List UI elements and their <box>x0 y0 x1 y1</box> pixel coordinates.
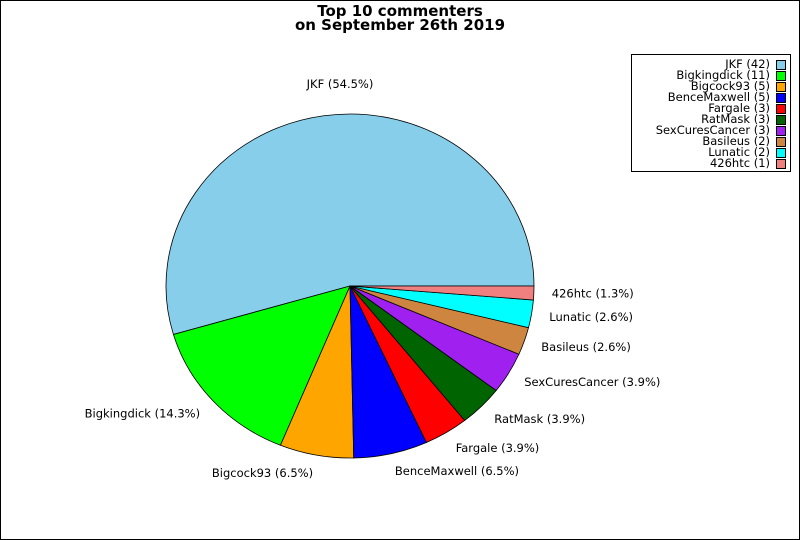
legend-item-426htc: 426htc (1) <box>709 156 786 170</box>
legend-swatch <box>776 125 786 136</box>
legend-item-bigcock93: Bigcock93 (5) <box>690 79 786 93</box>
legend-item-fargale: Fargale (3) <box>708 101 786 115</box>
legend-swatch <box>776 136 786 147</box>
legend-item-bigkingdick: Bigkingdick (11) <box>676 68 786 82</box>
slice-label-basileus: Basileus (2.6%) <box>541 340 631 354</box>
legend-swatch <box>776 59 786 70</box>
slice-label-bencemaxwell: BenceMaxwell (6.5%) <box>395 464 519 478</box>
legend-label: Bigcock93 (5) <box>690 79 770 93</box>
legend-swatch <box>776 114 786 125</box>
legend-label: RatMask (3) <box>701 112 770 126</box>
legend-item-jkf: JKF (42) <box>725 57 786 71</box>
legend-label: Lunatic (2) <box>708 145 770 159</box>
legend-item-bencemaxwell: BenceMaxwell (5) <box>667 90 786 104</box>
slice-label-sexcurescancer: SexCuresCancer (3.9%) <box>524 375 660 389</box>
legend-label: 426htc (1) <box>709 156 770 170</box>
legend-swatch <box>776 103 786 114</box>
legend-item-lunatic: Lunatic (2) <box>708 145 786 159</box>
legend-label: JKF (42) <box>725 57 770 71</box>
slice-label-jkf: JKF (54.5%) <box>306 77 374 91</box>
slice-label-bigcock93: Bigcock93 (6.5%) <box>212 466 313 480</box>
pie-slice-jkf <box>165 113 535 335</box>
slice-label-bigkingdick: Bigkingdick (14.3%) <box>85 406 200 420</box>
legend-item-basileus: Basileus (2) <box>702 134 786 148</box>
legend-item-ratmask: RatMask (3) <box>701 112 786 126</box>
slice-label-fargale: Fargale (3.9%) <box>456 441 540 455</box>
legend-swatch <box>776 70 786 81</box>
pie-slice-426htc <box>349 285 535 301</box>
slice-label-ratmask: RatMask (3.9%) <box>494 412 585 426</box>
legend-swatch <box>776 81 786 92</box>
chart-title: Top 10 commenters <box>317 2 483 20</box>
legend-swatch <box>776 158 786 169</box>
legend-swatch <box>776 147 786 158</box>
legend-label: Bigkingdick (11) <box>676 68 770 82</box>
legend-label: Basileus (2) <box>702 134 770 148</box>
legend: JKF (42) Bigkingdick (11) Bigcock93 (5) Ben… <box>631 54 791 172</box>
chart-subtitle: on September 26th 2019 <box>294 16 506 34</box>
legend-label: BenceMaxwell (5) <box>667 90 770 104</box>
slice-label-lunatic: Lunatic (2.6%) <box>549 310 633 324</box>
legend-swatch <box>776 92 786 103</box>
legend-label: Fargale (3) <box>708 101 770 115</box>
legend-item-sexcurescancer: SexCuresCancer (3) <box>655 123 786 137</box>
slice-label-426htc: 426htc (1.3%) <box>552 287 634 301</box>
pie-slice-bigkingdick <box>172 285 351 446</box>
legend-label: SexCuresCancer (3) <box>655 123 770 137</box>
